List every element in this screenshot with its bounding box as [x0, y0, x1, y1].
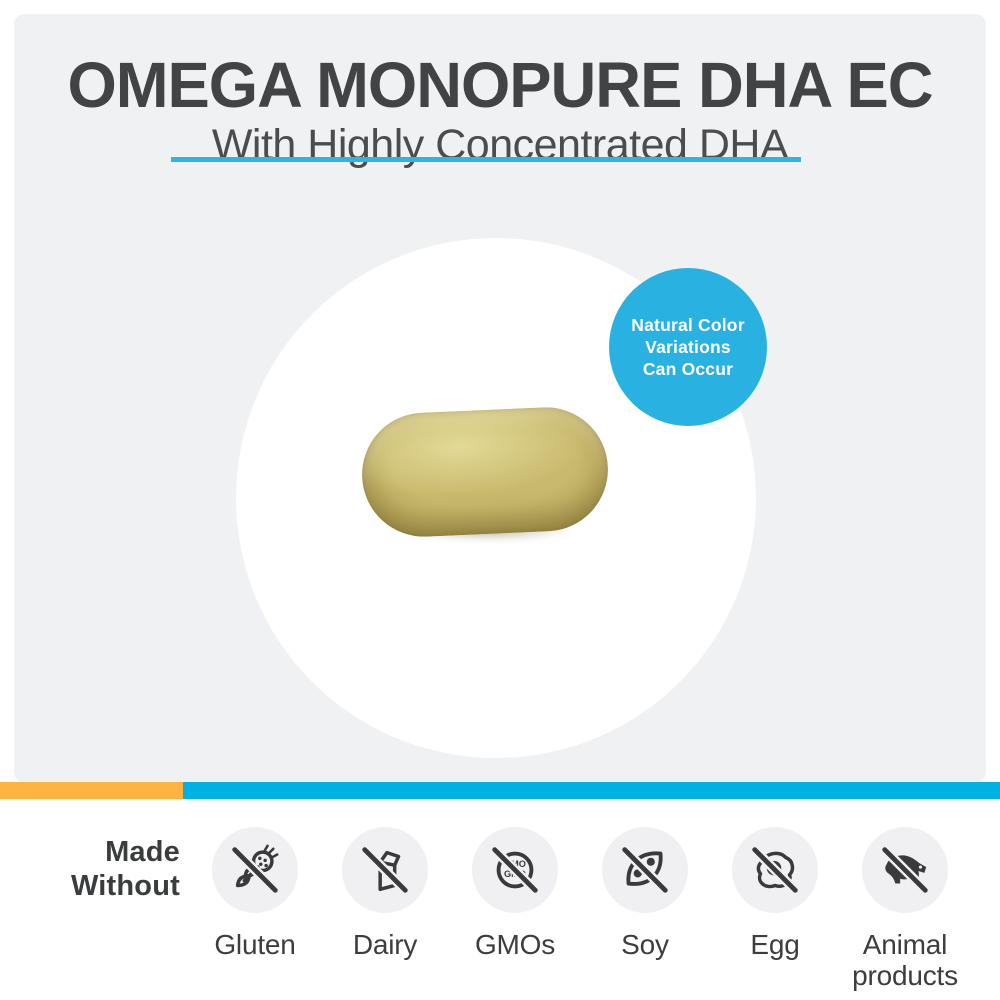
made-without-label-line1: Made	[105, 836, 180, 868]
item-label: Dairy	[352, 929, 418, 960]
divider-stripe	[0, 782, 1000, 799]
icon-badge: GMO GMO	[472, 827, 558, 913]
badge-text-line: Variations	[645, 337, 731, 357]
made-without-section: Made Without Gluten	[0, 799, 1000, 1000]
item-label: Gluten	[214, 929, 296, 960]
divider-blue-segment	[183, 782, 1000, 799]
made-without-item-dairy: Dairy	[320, 827, 450, 960]
icon-badge	[862, 827, 948, 913]
item-label: Egg	[750, 929, 800, 960]
item-label: GMOs	[474, 929, 556, 960]
no-soy-icon	[619, 844, 671, 896]
item-label: Soy	[621, 929, 669, 960]
made-without-item-gluten: Gluten	[190, 827, 320, 960]
made-without-item-gmos: GMO GMO GMOs	[450, 827, 580, 960]
no-egg-icon	[749, 844, 801, 896]
badge-text-line: Can Occur	[642, 359, 734, 379]
subtitle-underline	[171, 157, 801, 162]
divider-orange-segment	[0, 782, 183, 799]
made-without-item-soy: Soy	[580, 827, 710, 960]
product-title: OMEGA MONOPURE DHA EC	[67, 49, 933, 121]
made-without-item-egg: Egg	[710, 827, 840, 960]
made-without-label: Made Without	[20, 835, 180, 903]
no-dairy-icon	[359, 844, 411, 896]
made-without-item-animal-products: Animal products	[840, 827, 970, 991]
item-label: Animal products	[852, 929, 958, 991]
badge-text-line: Natural Color	[631, 315, 745, 335]
icon-badge	[212, 827, 298, 913]
natural-color-badge: Natural Color Variations Can Occur	[609, 268, 767, 426]
made-without-label-line2: Without	[70, 870, 180, 902]
icon-badge	[732, 827, 818, 913]
product-subtitle: With Highly Concentrated DHA	[211, 121, 789, 169]
no-animal-products-icon	[879, 844, 931, 896]
no-gluten-icon	[229, 844, 281, 896]
icon-badge	[342, 827, 428, 913]
softgel-capsule-photo	[359, 404, 611, 540]
no-gmos-icon: GMO GMO	[489, 844, 541, 896]
icon-badge	[602, 827, 688, 913]
